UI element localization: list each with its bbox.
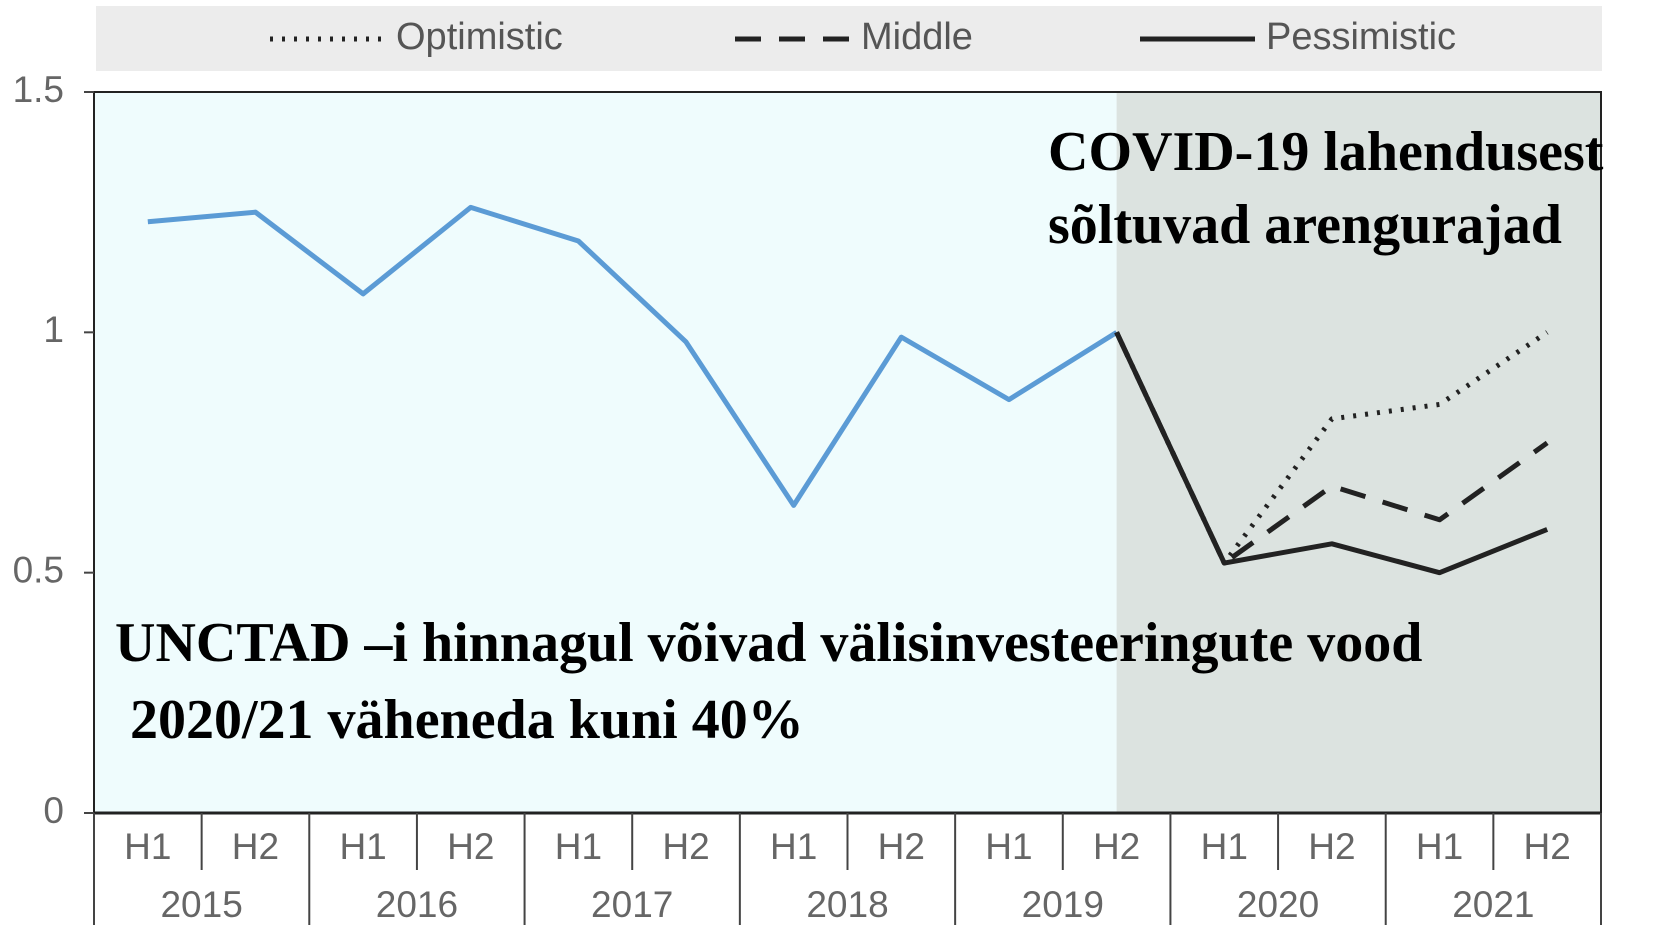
x-tick-label: H1 (339, 826, 386, 867)
y-tick-label: 0.5 (13, 549, 64, 590)
x-group-label: 2019 (1022, 884, 1104, 925)
x-tick-label: H1 (1416, 826, 1463, 867)
x-group-label: 2017 (591, 884, 673, 925)
y-tick-label: 0 (43, 790, 64, 831)
legend-label: Optimistic (396, 16, 563, 58)
x-tick-label: H1 (1201, 826, 1248, 867)
series-line (1114, 331, 1549, 576)
annotation: sõltuvad arengurajad (1048, 194, 1562, 256)
x-group-label: 2020 (1237, 884, 1319, 925)
x-tick-label: H1 (555, 826, 602, 867)
x-tick-label: H2 (1524, 826, 1571, 867)
annotation: COVID-19 lahendusest (1048, 121, 1604, 183)
x-tick-label: H2 (662, 826, 709, 867)
x-group-label: 2018 (806, 884, 888, 925)
x-group-label: 2016 (376, 884, 458, 925)
forecast-shade (1116, 92, 1601, 813)
annotation: UNCTAD –i hinnagul võivad välisinvesteer… (115, 612, 1422, 674)
legend-label: Pessimistic (1266, 16, 1456, 58)
x-tick-label: H2 (447, 826, 494, 867)
x-group-label: 2021 (1452, 884, 1534, 925)
series-line (147, 204, 1118, 508)
x-tick-label: H2 (1308, 826, 1355, 867)
y-tick-label: 1 (43, 309, 64, 350)
x-tick-label: H1 (985, 826, 1032, 867)
series-line (1114, 331, 1549, 566)
x-tick-label: H2 (232, 826, 279, 867)
legend-label: Middle (861, 16, 973, 58)
x-tick-label: H2 (1093, 826, 1140, 867)
x-group-label: 2015 (160, 884, 242, 925)
annotation: 2020/21 väheneda kuni 40% (130, 689, 804, 751)
y-tick-label: 1.5 (13, 69, 64, 110)
x-tick-label: H1 (770, 826, 817, 867)
x-tick-label: H1 (124, 826, 171, 867)
x-tick-label: H2 (878, 826, 925, 867)
